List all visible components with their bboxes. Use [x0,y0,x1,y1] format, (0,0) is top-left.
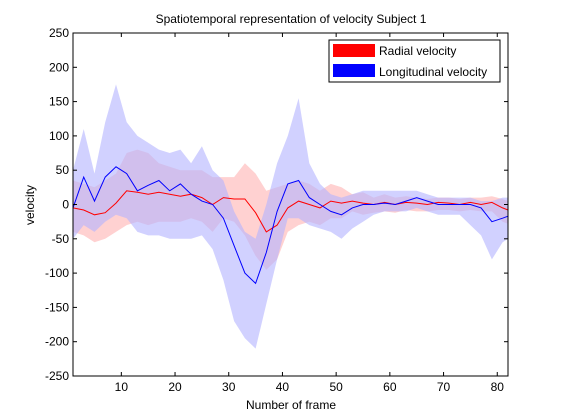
legend-swatch-longitudinal [333,64,375,77]
legend-label-longitudinal: Longitudinal velocity [379,65,487,79]
y-tick-label: 250 [49,26,69,40]
legend: Radial velocity Longitudinal velocity [328,39,501,83]
chart-title: Spatiotemporal representation of velocit… [156,12,427,26]
y-axis-ticks: -250 -200 -150 -100 -50 0 50 100 150 200 250 [45,26,508,383]
confidence-bands [73,84,508,349]
x-tick-label: 50 [329,380,343,394]
x-tick-label: 40 [276,380,290,394]
y-tick-label: -250 [45,369,69,383]
x-tick-label: 10 [115,380,129,394]
x-tick-label: 20 [168,380,182,394]
y-tick-label: -100 [45,266,69,280]
x-axis-title: Number of frame [246,398,336,412]
legend-label-radial: Radial velocity [379,44,456,58]
y-tick-label: -50 [52,232,70,246]
y-tick-label: 0 [62,198,69,212]
y-tick-label: -200 [45,335,69,349]
y-tick-label: 200 [49,60,69,74]
y-tick-label: -150 [45,300,69,314]
y-tick-label: 150 [49,95,69,109]
band-longitudinal [73,84,508,349]
line-longitudinal [72,166,509,285]
y-axis-title: velocity [23,185,37,225]
x-axis-ticks: 10 20 30 40 50 60 70 80 [115,33,505,394]
line-radial [72,190,509,233]
x-tick-label: 60 [383,380,397,394]
x-tick-label: 80 [491,380,505,394]
mean-lines [72,166,509,285]
y-tick-label: 100 [49,129,69,143]
y-tick-label: 50 [56,163,70,177]
x-tick-label: 70 [437,380,451,394]
x-tick-label: 30 [222,380,236,394]
legend-swatch-radial [333,44,375,57]
